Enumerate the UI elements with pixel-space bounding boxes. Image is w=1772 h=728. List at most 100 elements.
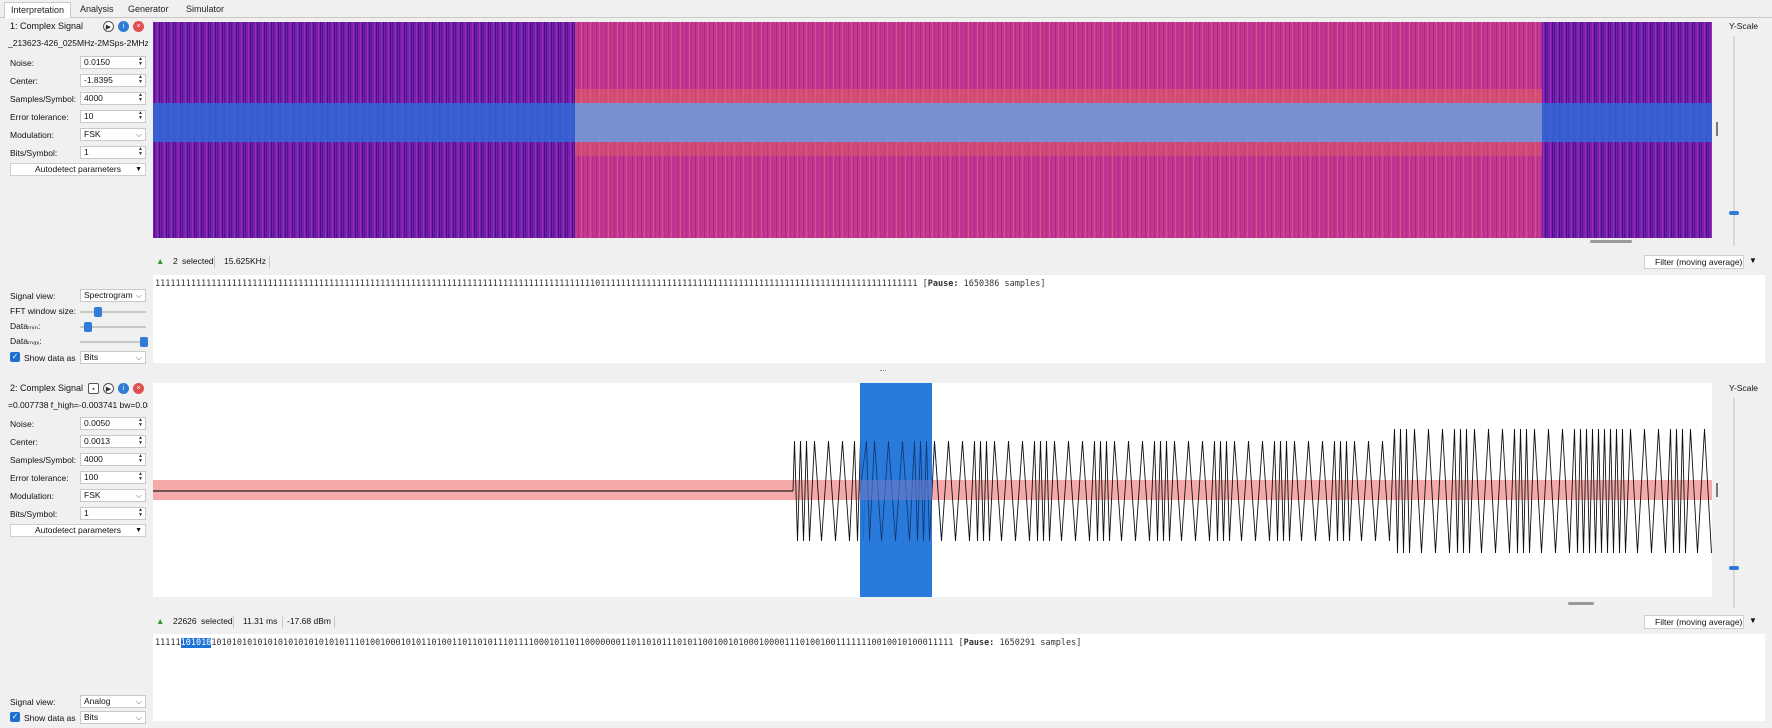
filter-dropdown-icon[interactable]: ▼	[1749, 616, 1757, 625]
divider	[233, 616, 234, 628]
chevron-down-icon: ⌵	[135, 353, 142, 362]
selection-icon: ▲	[156, 616, 165, 626]
chevron-down-icon: ⌵	[135, 697, 142, 706]
data-min-slider[interactable]	[80, 322, 146, 332]
signal1-bits-view[interactable]: 1111111111111111111111111111111111111111…	[153, 275, 1765, 363]
tab-simulator[interactable]: Simulator	[186, 4, 225, 14]
error-tolerance-label: Error tolerance:	[10, 112, 69, 122]
show-data-checkbox[interactable]: ✓	[10, 712, 20, 722]
error-tolerance-spinbox[interactable]: 10 ▲ ▼	[80, 110, 146, 123]
spin-arrows-icon[interactable]: ▲ ▼	[138, 146, 143, 157]
data-max-label: Dataₘₐₓ:	[10, 336, 42, 346]
show-data-select[interactable]: Bits ⌵	[80, 711, 146, 724]
samples-per-symbol-spinbox[interactable]: 4000 ▲ ▼	[80, 92, 146, 105]
horizontal-scrollbar[interactable]	[1590, 240, 1632, 243]
info-icon[interactable]: i	[118, 21, 129, 32]
play-icon[interactable]: ▶	[103, 383, 114, 394]
tab-interpretation[interactable]: Interpretation	[4, 2, 72, 18]
spin-arrows-icon[interactable]: ▲ ▼	[138, 74, 143, 85]
selection-band-overlap	[860, 480, 932, 500]
center-spinbox[interactable]: 0.0013 ▲ ▼	[80, 435, 146, 448]
signal-view-select[interactable]: Analog ⌵	[80, 695, 146, 708]
analog-signal-canvas[interactable]	[153, 383, 1712, 597]
spin-arrows-icon[interactable]: ▲ ▼	[138, 417, 143, 428]
show-data-select[interactable]: Bits ⌵	[80, 351, 146, 364]
noise-label: Noise:	[10, 419, 35, 429]
yscale-slider[interactable]	[1729, 398, 1739, 608]
signal-view-label: Signal view:	[10, 291, 56, 301]
dropdown-arrow-icon: ▼	[135, 166, 142, 173]
fft-window-slider[interactable]	[80, 307, 146, 317]
error-tolerance-label: Error tolerance:	[10, 473, 69, 483]
signal-view-select[interactable]: Spectrogram ⌵	[80, 289, 146, 302]
modulation-select[interactable]: FSK ⌵	[80, 128, 146, 141]
samples-per-symbol-spinbox[interactable]: 4000 ▲ ▼	[80, 453, 146, 466]
dropdown-arrow-icon: ▼	[135, 527, 142, 534]
modulation-select[interactable]: FSK ⌵	[80, 489, 146, 502]
play-icon[interactable]: ▶	[103, 21, 114, 32]
slider-handle[interactable]	[140, 337, 148, 347]
slider-handle[interactable]	[94, 307, 102, 317]
show-data-checkbox[interactable]: ✓	[10, 352, 20, 362]
slider-handle[interactable]	[1729, 566, 1739, 570]
spin-arrows-icon[interactable]: ▲ ▼	[138, 453, 143, 464]
samples-per-symbol-label: Samples/Symbol:	[10, 94, 77, 104]
bits-per-symbol-label: Bits/Symbol:	[10, 509, 58, 519]
bits-highlight: 101010	[180, 638, 212, 648]
pause-label: Pause:	[927, 279, 959, 289]
bits-rest: 1010101010101010101010101011101001000101…	[211, 638, 954, 648]
filter-button[interactable]: Filter (moving average)	[1644, 255, 1744, 269]
divider	[214, 256, 215, 268]
resize-handle[interactable]	[1716, 122, 1718, 136]
chevron-down-icon: ⌵	[135, 713, 142, 722]
spin-arrows-icon[interactable]: ▲ ▼	[138, 471, 143, 482]
analog-signal-view[interactable]	[153, 383, 1712, 597]
signal2-bits-view[interactable]: 1111110101010101010101010101010101010111…	[153, 634, 1765, 721]
signal1-title[interactable]: 1: Complex Signal	[10, 21, 84, 31]
slider-handle[interactable]	[1729, 211, 1739, 215]
show-data-label: Show data as	[24, 713, 76, 723]
filter-button[interactable]: Filter (moving average)	[1644, 615, 1744, 629]
close-icon[interactable]: ×	[133, 383, 144, 394]
modulation-label: Modulation:	[10, 130, 54, 140]
yscale-label: Y-Scale	[1729, 383, 1758, 393]
bits-per-symbol-spinbox[interactable]: 1 ▲ ▼	[80, 507, 146, 520]
signal2-title[interactable]: 2: Complex Signal	[10, 383, 84, 393]
slider-handle[interactable]	[84, 322, 92, 332]
filter-dropdown-icon[interactable]: ▼	[1749, 256, 1757, 265]
spin-arrows-icon[interactable]: ▲ ▼	[138, 56, 143, 67]
spin-arrows-icon[interactable]: ▲ ▼	[138, 110, 143, 121]
close-icon[interactable]: ×	[133, 21, 144, 32]
center-label: Center:	[10, 437, 38, 447]
fft-window-label: FFT window size:	[10, 306, 76, 316]
splitter-handle[interactable]	[880, 370, 886, 372]
tab-generator[interactable]: Generator	[128, 4, 169, 14]
noise-spinbox[interactable]: 0.0050 ▲ ▼	[80, 417, 146, 430]
chevron-down-icon: ⌵	[135, 491, 142, 500]
tab-analysis[interactable]: Analysis	[80, 4, 114, 14]
autodetect-button[interactable]: Autodetect parameters ▼	[10, 163, 146, 176]
horizontal-scrollbar[interactable]	[1568, 602, 1594, 605]
autodetect-button[interactable]: Autodetect parameters ▼	[10, 524, 146, 537]
spin-arrows-icon[interactable]: ▲ ▼	[138, 507, 143, 518]
resize-handle[interactable]	[1716, 483, 1718, 497]
bits-per-symbol-spinbox[interactable]: 1 ▲ ▼	[80, 146, 146, 159]
info-icon[interactable]: i	[118, 383, 129, 394]
chevron-down-icon: ⌵	[135, 291, 142, 300]
save-icon[interactable]: ▪	[88, 383, 99, 394]
selected-count: 2	[173, 256, 178, 266]
signal1-filename: _213623-426_025MHz-2MSps-2MHz	[8, 38, 148, 48]
spectrogram-canvas[interactable]	[153, 22, 1712, 238]
bits-text: 1111111111111111111111111111111111111111…	[155, 279, 918, 289]
data-max-slider[interactable]	[80, 337, 148, 347]
signal-waveform-selected	[859, 440, 942, 542]
spectrogram-view[interactable]	[153, 22, 1712, 238]
noise-spinbox[interactable]: 0.0150 ▲ ▼	[80, 56, 146, 69]
spin-arrows-icon[interactable]: ▲ ▼	[138, 92, 143, 103]
spin-arrows-icon[interactable]: ▲ ▼	[138, 435, 143, 446]
error-tolerance-spinbox[interactable]: 100 ▲ ▼	[80, 471, 146, 484]
bits-prefix: 11111	[155, 638, 181, 648]
center-spinbox[interactable]: -1.8395 ▲ ▼	[80, 74, 146, 87]
yscale-slider[interactable]	[1729, 36, 1739, 246]
selection-duration: 11.31 ms	[243, 616, 278, 626]
